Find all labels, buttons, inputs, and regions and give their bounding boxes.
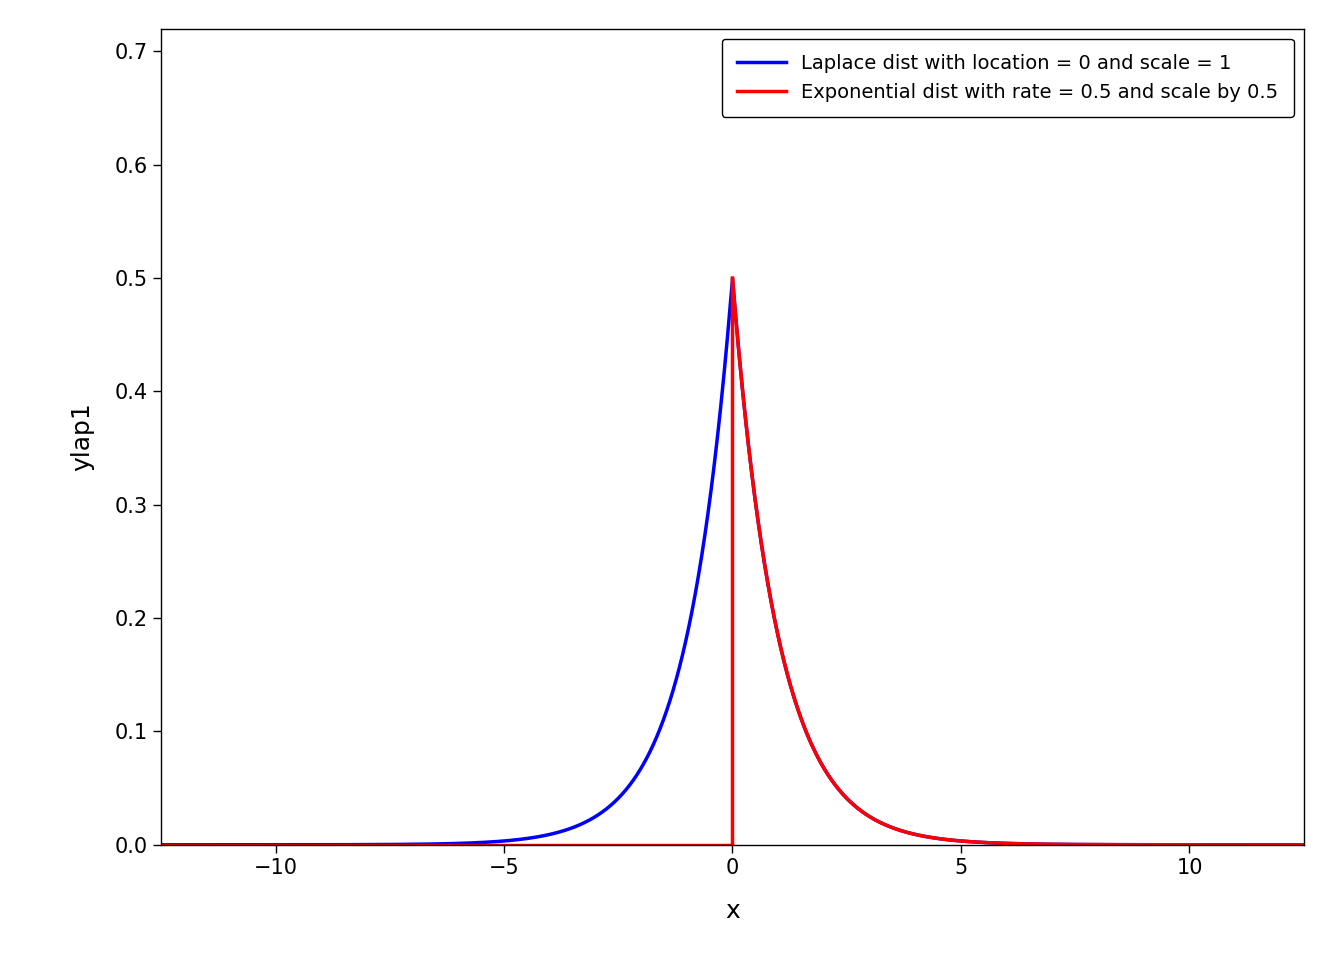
Legend: Laplace dist with location = 0 and scale = 1, Exponential dist with rate = 0.5 a: Laplace dist with location = 0 and scale… <box>722 38 1294 117</box>
Y-axis label: ylap1: ylap1 <box>70 402 94 471</box>
X-axis label: x: x <box>726 899 739 923</box>
